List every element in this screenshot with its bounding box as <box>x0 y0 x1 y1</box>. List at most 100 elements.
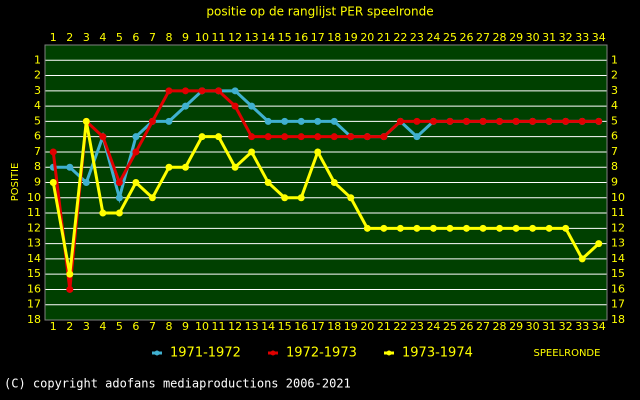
point <box>297 133 305 141</box>
y-tick-label: 7 <box>34 145 41 158</box>
x-tick-label: 19 <box>344 31 358 44</box>
point <box>363 224 371 232</box>
y-tick-label: 9 <box>611 176 618 189</box>
point <box>165 163 173 171</box>
point <box>49 179 57 186</box>
point <box>363 133 371 141</box>
x-tick-label: 10 <box>195 320 209 333</box>
x-tick-label: 32 <box>559 320 573 333</box>
x-tick-label: 3 <box>83 31 90 44</box>
x-tick-label: 13 <box>245 31 259 44</box>
point <box>380 224 388 232</box>
y-tick-label: 14 <box>611 252 625 265</box>
x-tick-label: 4 <box>99 31 106 44</box>
y-tick-label: 3 <box>611 84 618 97</box>
point <box>248 148 256 156</box>
y-tick-label: 10 <box>611 191 625 204</box>
y-tick-label: 2 <box>34 69 41 82</box>
x-tick-label: 20 <box>360 31 374 44</box>
y-tick-label: 11 <box>611 206 625 219</box>
x-tick-label: 17 <box>311 31 325 44</box>
point <box>66 163 74 171</box>
point <box>99 209 107 217</box>
point <box>281 117 289 125</box>
x-axis-label: SPEELRONDE <box>534 348 601 359</box>
point <box>165 87 173 95</box>
point <box>248 133 256 141</box>
point <box>545 117 553 125</box>
y-tick-label: 4 <box>611 99 618 112</box>
point <box>578 117 586 125</box>
x-tick-label: 27 <box>476 320 490 333</box>
y-tick-label: 17 <box>611 298 625 311</box>
x-tick-label: 14 <box>261 320 275 333</box>
point <box>330 179 338 186</box>
y-tick-label: 8 <box>34 160 41 173</box>
y-tick-label: 9 <box>34 176 41 189</box>
point <box>347 194 355 202</box>
x-tick-label: 33 <box>575 320 589 333</box>
point <box>347 133 355 141</box>
x-tick-label: 34 <box>592 31 606 44</box>
x-tick-label: 5 <box>116 31 123 44</box>
x-tick-label: 16 <box>294 31 308 44</box>
x-tick-label: 22 <box>393 320 407 333</box>
point <box>479 117 487 125</box>
y-tick-label: 15 <box>611 267 625 280</box>
point <box>281 194 289 202</box>
y-tick-label: 18 <box>611 313 625 326</box>
point <box>99 133 107 141</box>
point <box>413 224 421 232</box>
point <box>413 117 421 125</box>
point <box>380 133 388 141</box>
point <box>314 148 322 156</box>
x-tick-label: 7 <box>149 31 156 44</box>
x-tick-label: 1 <box>50 320 57 333</box>
y-tick-label: 16 <box>27 282 41 295</box>
point <box>314 117 322 125</box>
point <box>545 224 553 232</box>
point <box>198 87 206 95</box>
x-tick-label: 22 <box>393 31 407 44</box>
x-tick-label: 17 <box>311 320 325 333</box>
point <box>429 117 437 125</box>
y-tick-label: 2 <box>611 69 618 82</box>
x-tick-label: 28 <box>493 31 507 44</box>
point <box>182 87 189 95</box>
point <box>182 163 189 171</box>
y-tick-label: 13 <box>611 237 625 250</box>
x-tick-label: 1 <box>50 31 57 44</box>
point <box>330 117 338 125</box>
point <box>496 117 504 125</box>
x-tick-label: 2 <box>66 31 73 44</box>
x-tick-label: 16 <box>294 320 308 333</box>
point <box>330 133 338 141</box>
y-axis-label: POSITIE <box>10 163 21 202</box>
point <box>512 117 520 125</box>
chart-title: positie op de ranglijst PER speelronde <box>206 5 433 19</box>
y-tick-label: 17 <box>27 298 41 311</box>
y-tick-label: 7 <box>611 145 618 158</box>
x-tick-label: 21 <box>377 320 391 333</box>
legend-label: 1972-1973 <box>286 346 357 361</box>
point <box>297 194 305 202</box>
x-tick-label: 29 <box>509 320 523 333</box>
legend-marker <box>270 350 276 356</box>
series-line <box>51 121 600 275</box>
point <box>595 117 603 125</box>
point <box>562 224 570 232</box>
point <box>281 133 289 141</box>
point <box>231 163 239 171</box>
y-tick-label: 16 <box>611 282 625 295</box>
x-tick-label: 2 <box>66 320 73 333</box>
point <box>115 209 123 217</box>
x-tick-label: 26 <box>460 320 474 333</box>
x-tick-label: 26 <box>460 31 474 44</box>
point <box>82 117 90 125</box>
point <box>512 224 520 232</box>
point <box>496 224 504 232</box>
point <box>231 87 239 95</box>
point <box>182 102 189 110</box>
point <box>82 179 90 186</box>
point <box>529 224 537 232</box>
